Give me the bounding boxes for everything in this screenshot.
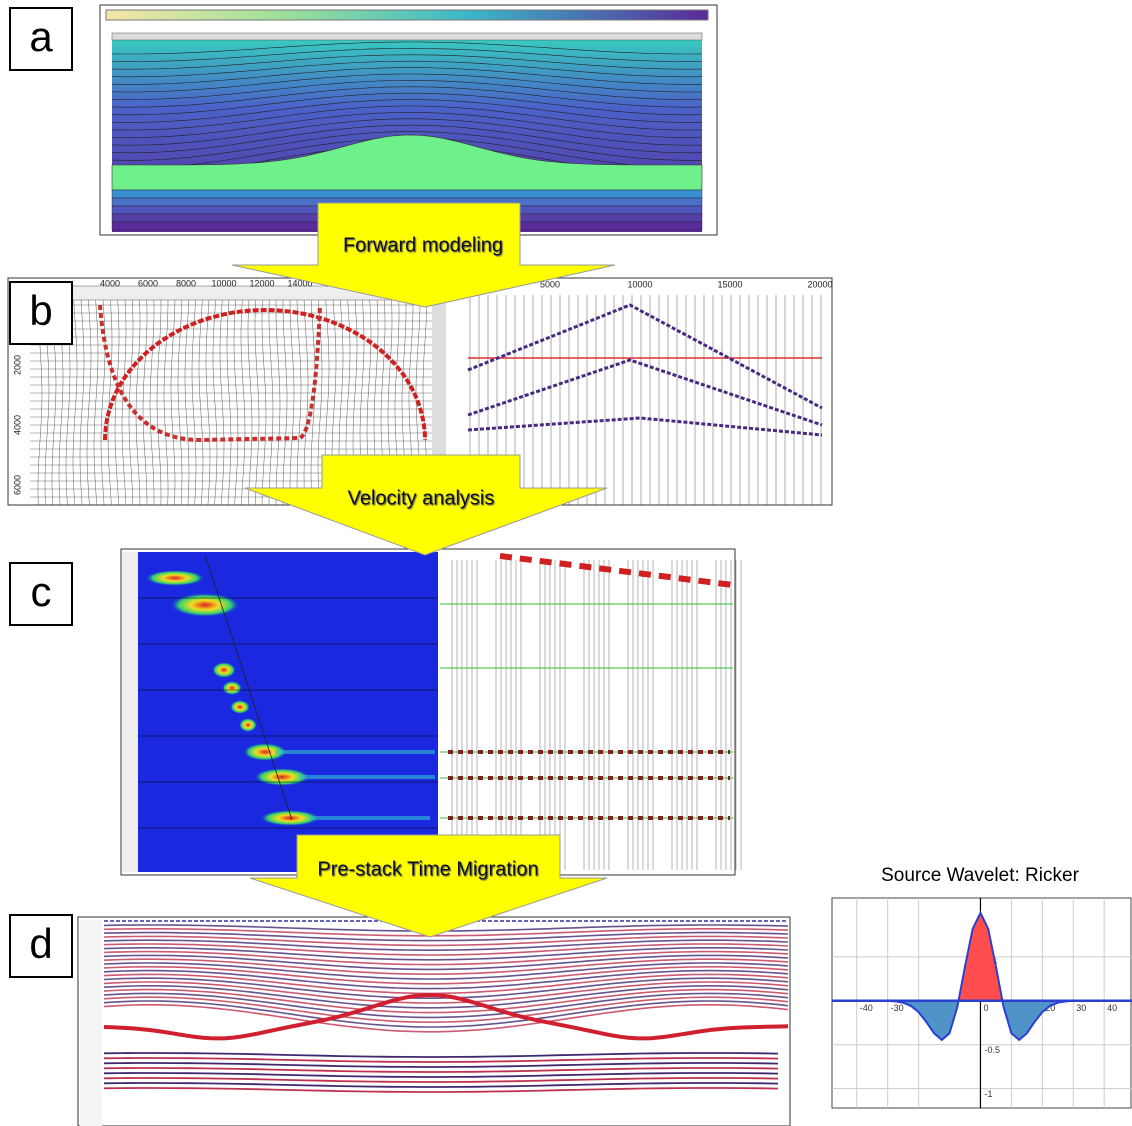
axis-strip <box>122 552 138 872</box>
arrow-label: Forward modeling <box>343 234 503 256</box>
streak <box>310 816 430 820</box>
y-tick-label: -1 <box>984 1089 992 1099</box>
axis-label: 8000 <box>176 278 196 288</box>
streak <box>300 775 435 779</box>
axis-label: 10000 <box>627 279 652 289</box>
hotspot <box>170 593 240 617</box>
axis-label: 15000 <box>717 279 742 289</box>
chart-title: Source Wavelet: Ricker <box>881 865 1079 886</box>
x-tick-label: 0 <box>983 1003 988 1013</box>
top-axis <box>112 33 702 40</box>
hotspot <box>239 718 257 732</box>
axis-label: 6000 <box>138 278 158 288</box>
streak <box>275 750 435 754</box>
panel-label: a <box>29 13 53 60</box>
axis-label: 10000 <box>211 278 236 288</box>
hotspot <box>222 681 242 695</box>
hotspot <box>230 700 250 714</box>
hotspot <box>212 662 236 678</box>
wavelet-chart: Source Wavelet: Ricker-40-30-20010203040… <box>832 865 1132 1108</box>
x-tick-label: 30 <box>1076 1003 1086 1013</box>
arrow-label: Velocity analysis <box>348 487 495 509</box>
axis-label: 12000 <box>249 278 274 288</box>
panel-label: b <box>29 287 52 334</box>
panel-label: d <box>29 920 52 967</box>
x-tick-label: 40 <box>1107 1003 1117 1013</box>
y-tick-label: -0.5 <box>984 1045 1000 1055</box>
axis-label: 2000 <box>12 355 22 375</box>
x-tick-label: -40 <box>860 1003 873 1013</box>
figure: 4000600080001000012000140001600020004000… <box>0 0 1132 1126</box>
panels: 4000600080001000012000140001600020004000… <box>8 5 833 1126</box>
axis-label: 20000 <box>807 279 832 289</box>
arrow-label: Pre-stack Time Migration <box>317 858 538 880</box>
axis-label: 4000 <box>100 278 120 288</box>
colorbar <box>106 10 708 20</box>
layer <box>112 190 702 198</box>
panel-label: c <box>31 568 52 615</box>
axis-strip <box>80 920 102 1126</box>
axis-label: 6000 <box>12 475 22 495</box>
axis-label: 4000 <box>12 415 22 435</box>
hotspot <box>145 570 205 586</box>
x-tick-label: -30 <box>891 1003 904 1013</box>
